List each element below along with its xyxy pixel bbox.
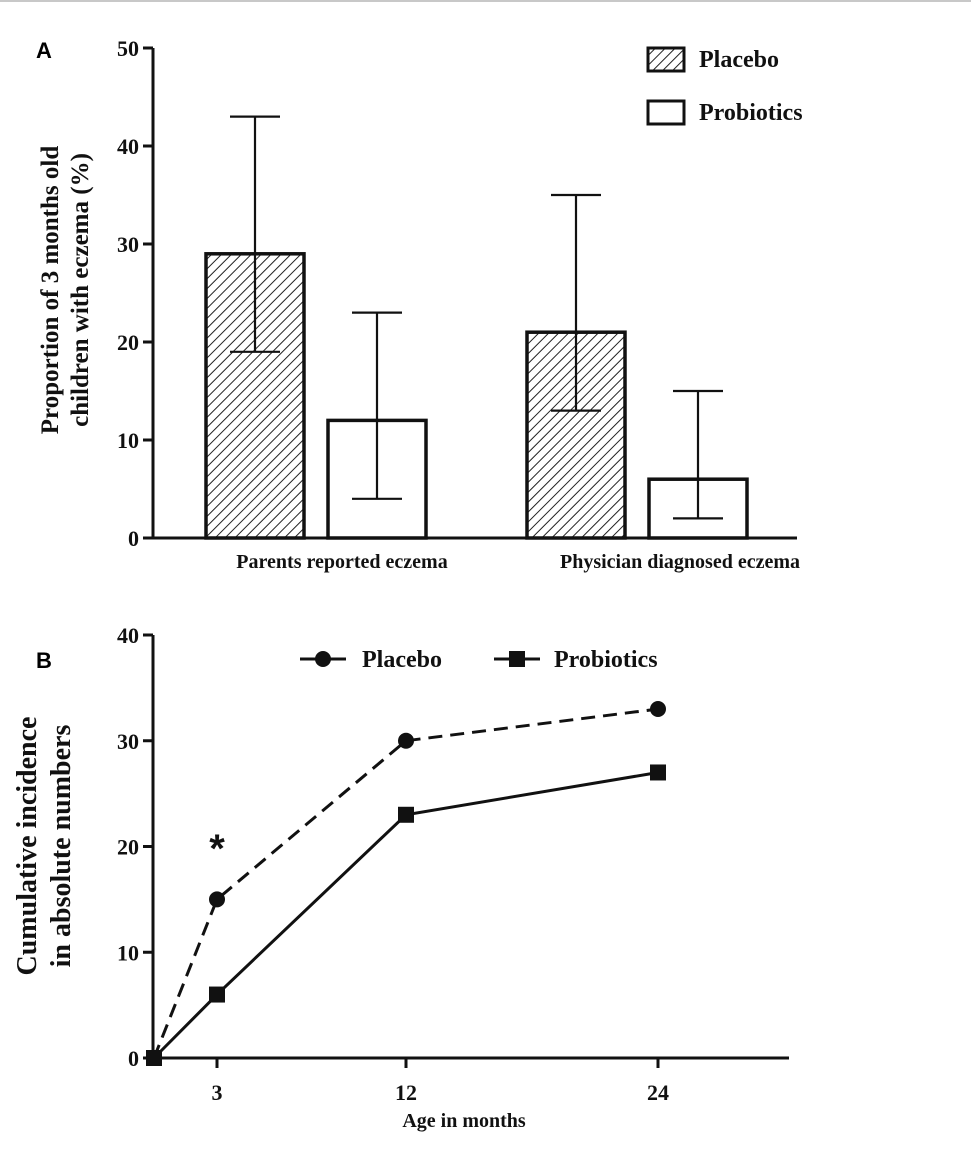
legend-label-probiotics: Probiotics xyxy=(699,100,803,126)
legend-label-probiotics: Probiotics xyxy=(554,647,658,673)
panel-b-letter: B xyxy=(36,648,52,673)
y-axis-label-line: in absolute numbers xyxy=(46,725,77,968)
x-category-label: Parents reported eczema xyxy=(236,551,447,573)
panel-a-letter: A xyxy=(36,38,52,63)
panel-b-axes xyxy=(151,635,789,1060)
point-placebo xyxy=(650,701,666,718)
point-placebo xyxy=(209,891,225,908)
panel-b: B Cumulative incidence in absolute number… xyxy=(12,623,789,1132)
legend-swatch-probiotics xyxy=(646,99,686,126)
x-tick-label: 3 xyxy=(212,1080,223,1105)
x-tick-label: 12 xyxy=(395,1080,417,1105)
panel-a-bars xyxy=(204,115,749,540)
y-tick-label: 20 xyxy=(117,835,139,860)
legend-marker-placebo xyxy=(315,651,331,667)
legend-label-placebo: Placebo xyxy=(362,647,442,673)
panel-b-annotations: * xyxy=(209,827,225,871)
point-probiotics xyxy=(398,806,414,823)
panel-a-y-ticks: 0 10 20 30 40 50 xyxy=(117,36,153,551)
panel-a-legend: Placebo Probiotics xyxy=(646,46,803,126)
panel-b-legend: Placebo Probiotics xyxy=(300,647,658,673)
y-tick-label: 20 xyxy=(117,330,139,355)
panel-b-y-axis-label: Cumulative incidence in absolute numbers xyxy=(12,717,77,976)
y-tick-label: 30 xyxy=(117,232,139,257)
point-placebo xyxy=(398,732,414,749)
point-probiotics xyxy=(146,1050,162,1066)
y-tick-label: 0 xyxy=(128,1046,139,1071)
y-axis-label-line: Cumulative incidence xyxy=(12,717,43,976)
legend-label-placebo: Placebo xyxy=(699,47,779,73)
panel-b-ticks: 0 10 20 30 40 3 12 24 xyxy=(117,623,669,1105)
y-axis-label-line: children with eczema (%) xyxy=(67,153,94,427)
y-axis-label-line: Proportion of 3 months old xyxy=(37,146,64,435)
y-tick-label: 30 xyxy=(117,729,139,754)
point-probiotics xyxy=(209,986,225,1003)
significance-asterisk: * xyxy=(209,827,225,871)
x-category-label: Physician diagnosed eczema xyxy=(560,551,800,573)
y-tick-label: 10 xyxy=(117,940,139,965)
legend-swatch-placebo xyxy=(646,46,686,73)
y-tick-label: 0 xyxy=(128,526,139,551)
top-border xyxy=(0,0,971,2)
panel-a-y-axis-label: Proportion of 3 months old children with … xyxy=(37,146,94,435)
panel-a: A Proportion of 3 months old children wit… xyxy=(36,36,803,573)
legend-marker-probiotics xyxy=(509,651,525,667)
series-line-probiotics xyxy=(152,770,659,1060)
panel-b-series xyxy=(146,701,666,1066)
panel-b-x-axis-label: Age in months xyxy=(402,1110,526,1132)
x-tick-label: 24 xyxy=(647,1080,669,1105)
point-probiotics xyxy=(650,764,666,781)
panel-a-category-labels: Parents reported eczema Physician diagnos… xyxy=(236,551,800,573)
y-tick-label: 40 xyxy=(117,134,139,159)
y-tick-label: 50 xyxy=(117,36,139,61)
y-tick-label: 40 xyxy=(117,623,139,648)
y-tick-label: 10 xyxy=(117,428,139,453)
series-line-placebo xyxy=(152,707,659,1059)
